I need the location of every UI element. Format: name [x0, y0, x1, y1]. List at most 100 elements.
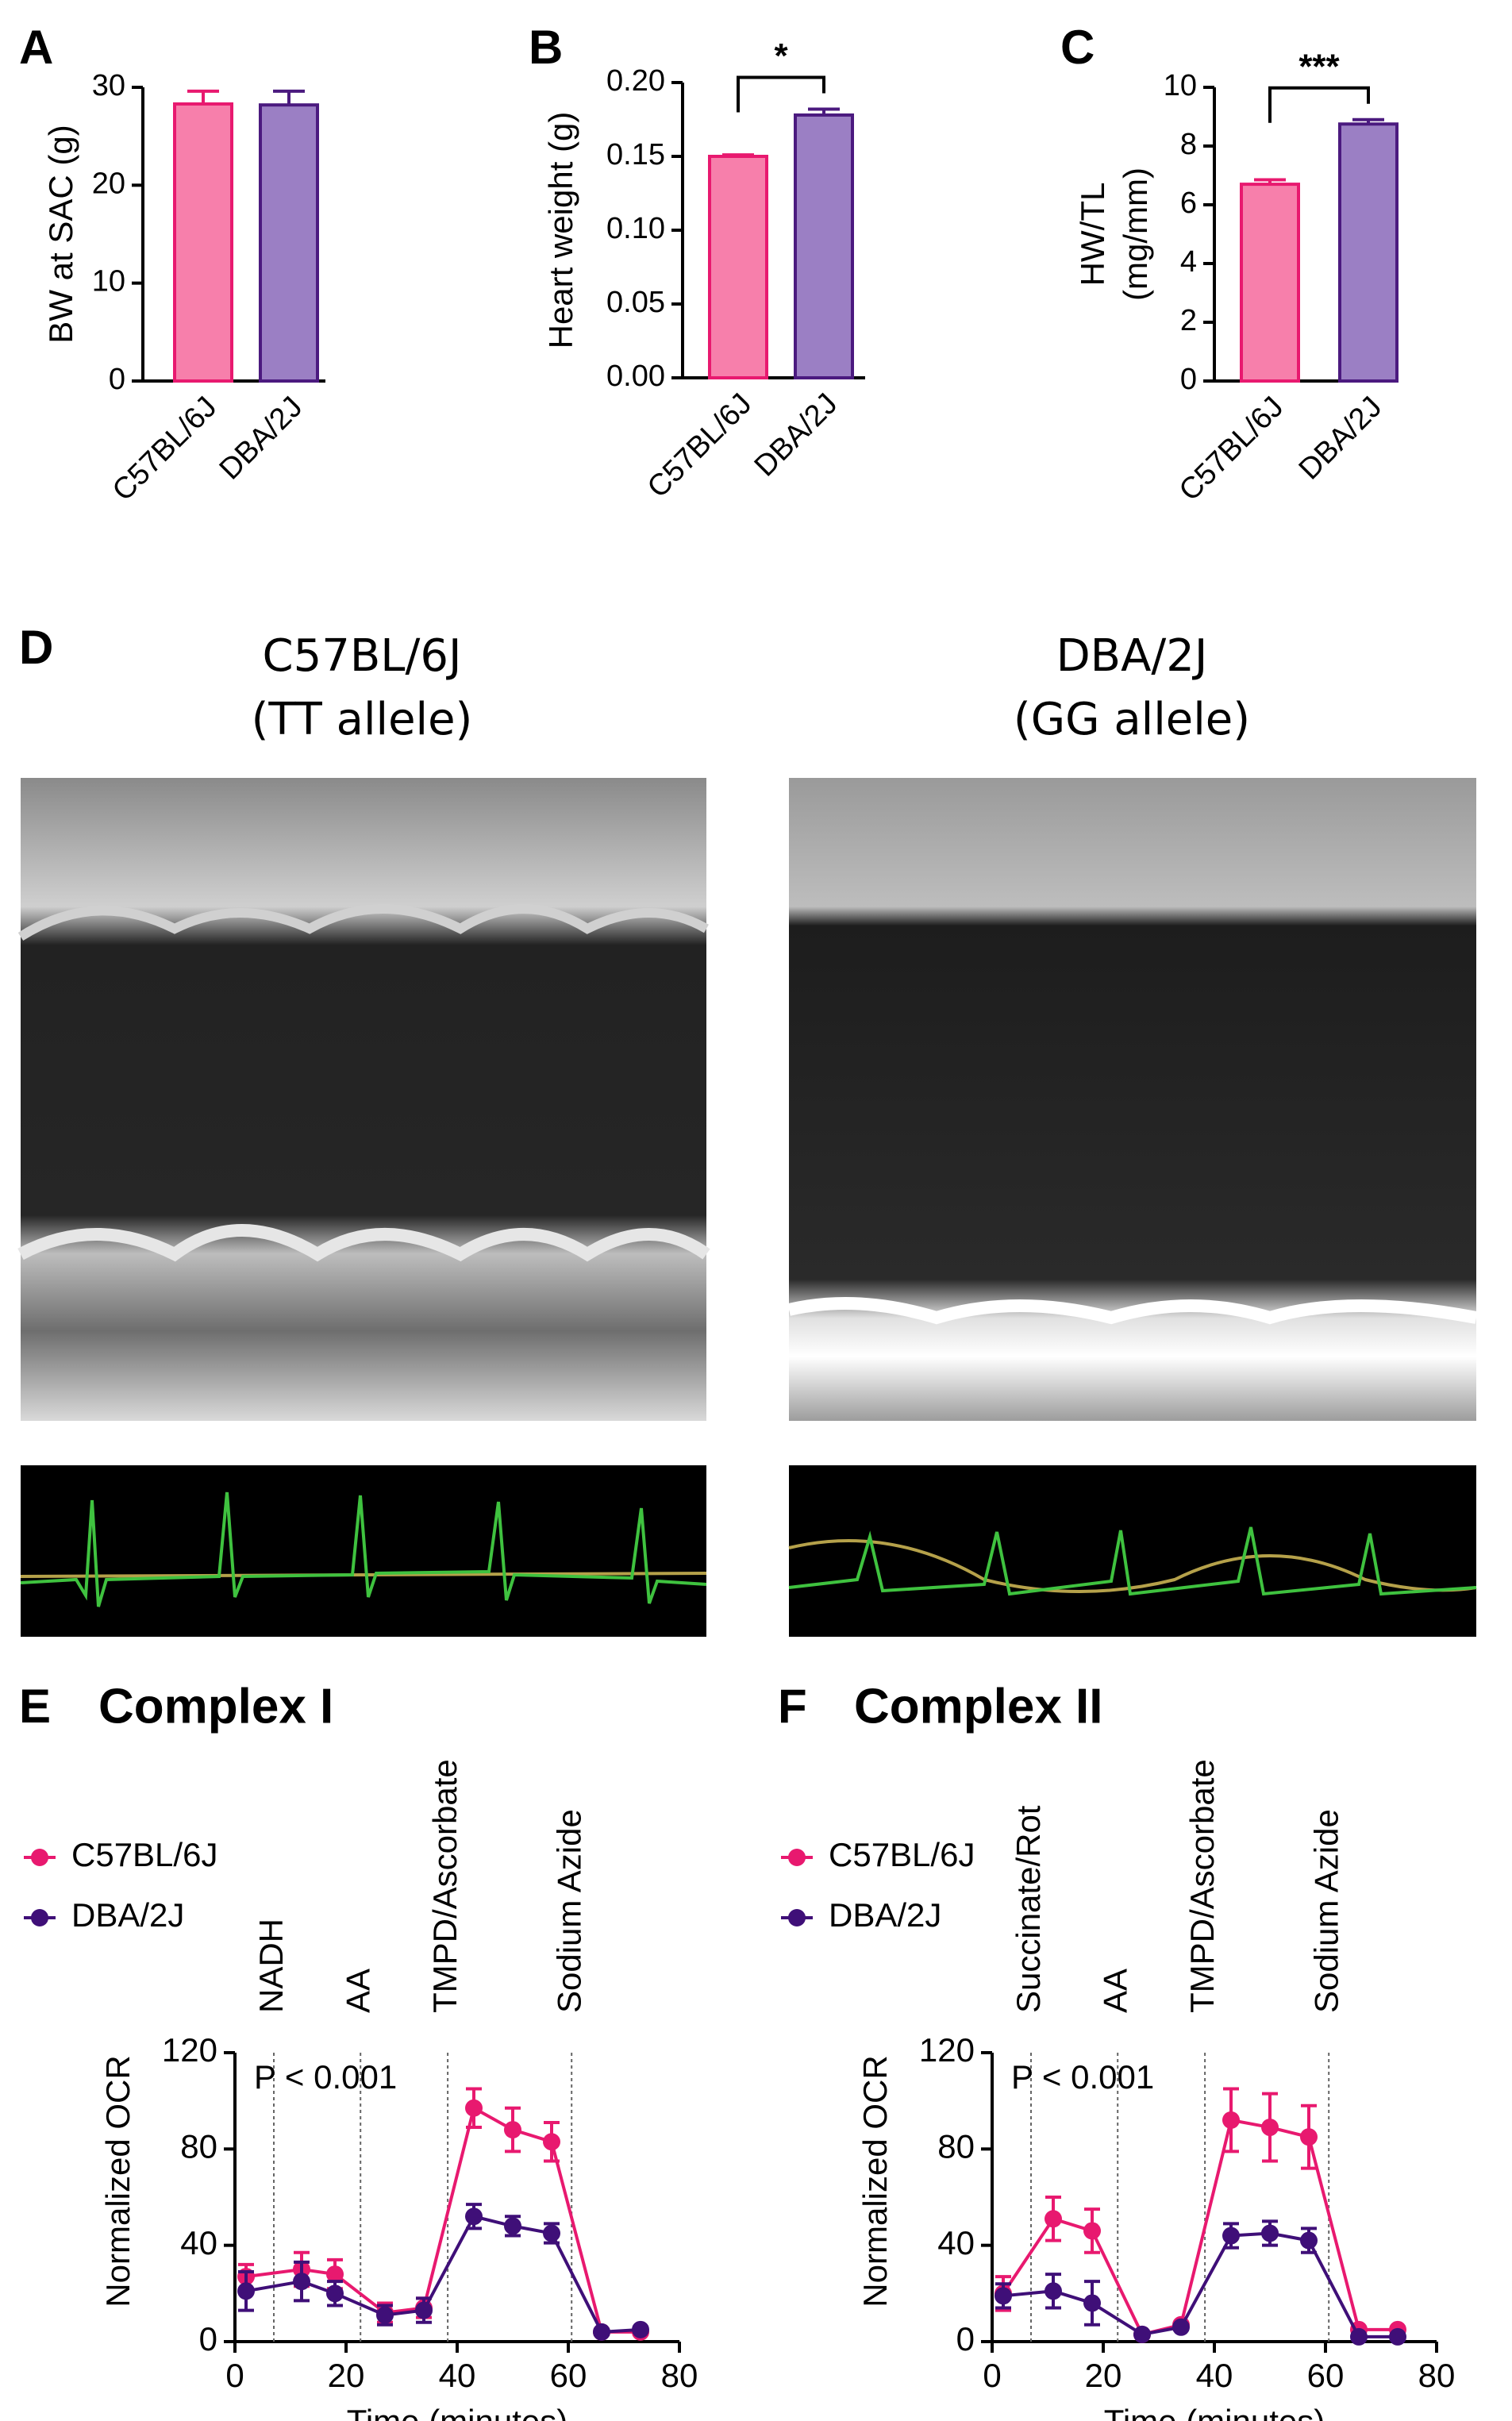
legend-label: C57BL/6J	[829, 1836, 975, 1873]
wall-trace	[787, 1297, 1478, 1325]
x-tick-label: C57BL/6J	[641, 387, 759, 505]
panel-letter: A	[19, 21, 53, 74]
x-tick-label: 40	[439, 2357, 476, 2394]
data-point	[1045, 2282, 1062, 2300]
data-point	[1300, 2128, 1318, 2146]
data-point	[504, 2217, 521, 2235]
data-point	[465, 2207, 483, 2226]
image-title: C57BL/6J	[263, 630, 462, 682]
significance-bracket	[1268, 86, 1370, 123]
event-label: TMPD/Ascorbate	[426, 1759, 464, 2013]
x-tick-label: 60	[1307, 2357, 1345, 2394]
data-point	[376, 2306, 394, 2324]
data-point	[1261, 2224, 1279, 2242]
legend-label: DBA/2J	[829, 1896, 941, 1934]
bar	[1338, 122, 1399, 383]
y-tick-label: 20	[92, 167, 125, 200]
event-label: Sodium Azide	[550, 1809, 587, 2013]
panel-letter: D	[19, 621, 53, 674]
ecg-trace	[20, 1491, 707, 1607]
x-tick-label: DBA/2J	[748, 387, 844, 483]
data-point	[1389, 2327, 1406, 2346]
ecg-box	[789, 1465, 1476, 1637]
y-tick-label: 10	[92, 265, 125, 298]
x-tick-label: 60	[550, 2357, 587, 2394]
x-tick-label: C57BL/6J	[106, 391, 224, 508]
data-point	[1222, 2227, 1240, 2245]
series-line	[1002, 2118, 1398, 2337]
y-tick-label: 40	[937, 2224, 975, 2261]
data-point	[1350, 2327, 1368, 2346]
series-line	[245, 2105, 641, 2334]
event-label: NADH	[252, 1919, 290, 2013]
y-tick-label: 0	[1180, 363, 1197, 396]
significance-bracket	[737, 75, 825, 113]
data-point	[1045, 2210, 1062, 2228]
legend-marker	[31, 1849, 48, 1866]
panel-letter: F	[778, 1680, 807, 1733]
event-label: TMPD/Ascorbate	[1183, 1759, 1221, 2013]
data-point	[543, 2133, 560, 2151]
y-tick-label: 40	[180, 2224, 217, 2261]
x-tick-label: 80	[661, 2357, 698, 2394]
data-point	[504, 2121, 521, 2139]
event-label: Sodium Azide	[1307, 1809, 1345, 2013]
data-point	[1222, 2111, 1240, 2129]
error-bar	[273, 89, 305, 106]
legend-marker	[788, 1849, 806, 1866]
y-axis-label: HW/TL	[1074, 183, 1111, 287]
image-title: DBA/2J	[1056, 630, 1208, 682]
ecg-trace	[788, 1526, 1477, 1596]
data-point	[415, 2301, 433, 2319]
annotation: P < 0.001	[254, 2058, 397, 2096]
event-label: Succinate/Rot	[1010, 1805, 1047, 2013]
y-tick-label: 120	[919, 2031, 975, 2069]
panel-letter: C	[1060, 21, 1095, 74]
bar	[794, 113, 854, 379]
y-tick-label: 2	[1180, 304, 1197, 337]
error-bar	[808, 107, 840, 115]
data-point	[237, 2282, 255, 2300]
data-point	[543, 2224, 560, 2242]
echo-image	[789, 778, 1476, 1421]
annotation: P < 0.001	[1011, 2058, 1154, 2096]
data-point	[326, 2284, 344, 2303]
x-tick-label: 40	[1196, 2357, 1233, 2394]
y-tick-label: 0.15	[606, 138, 665, 171]
x-tick-label: 20	[328, 2357, 365, 2394]
significance-label: ***	[1298, 47, 1340, 86]
data-point	[632, 2320, 649, 2338]
bar	[173, 102, 233, 383]
image-title: (TT allele)	[252, 694, 473, 745]
data-point	[293, 2273, 310, 2291]
y-axis-label: Normalized OCR	[99, 2055, 137, 2307]
x-tick-label: DBA/2J	[214, 391, 310, 487]
x-tick-label: 80	[1418, 2357, 1456, 2394]
data-point	[593, 2323, 610, 2341]
ecg-baseline	[20, 1572, 707, 1578]
x-tick-label: 0	[225, 2357, 244, 2394]
data-point	[1083, 2294, 1101, 2312]
legend-label: DBA/2J	[71, 1896, 184, 1934]
y-tick-label: 0.05	[606, 286, 665, 319]
error-bar	[1352, 117, 1384, 125]
data-point	[1261, 2119, 1279, 2137]
data-point	[1300, 2231, 1318, 2250]
series-line	[245, 2214, 641, 2334]
y-tick-label: 6	[1180, 187, 1197, 220]
legend-marker	[788, 1909, 806, 1926]
y-tick-label: 120	[162, 2031, 217, 2069]
y-axis-label: (mg/mm)	[1117, 167, 1154, 301]
wall-trace	[17, 904, 709, 941]
data-point	[1133, 2325, 1151, 2343]
data-point	[1083, 2222, 1101, 2240]
error-bar	[187, 89, 219, 104]
image-title: (GG allele)	[1014, 694, 1250, 745]
event-label: AA	[1096, 1969, 1133, 2013]
data-point	[326, 2265, 344, 2284]
x-axis-label: Time (minutes)	[347, 2403, 567, 2421]
x-tick-label: 20	[1085, 2357, 1122, 2394]
legend-marker	[31, 1909, 48, 1926]
data-point	[1172, 2318, 1190, 2336]
